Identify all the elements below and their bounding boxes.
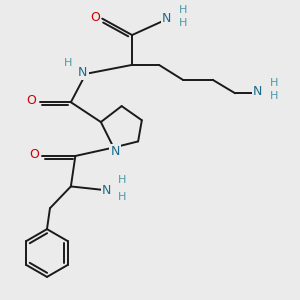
Text: O: O bbox=[90, 11, 100, 24]
Text: O: O bbox=[26, 94, 36, 107]
Text: O: O bbox=[29, 148, 39, 161]
Text: H: H bbox=[117, 175, 126, 185]
Text: H: H bbox=[179, 18, 188, 28]
Text: N: N bbox=[253, 85, 262, 98]
Text: H: H bbox=[117, 192, 126, 202]
Text: H: H bbox=[64, 58, 72, 68]
Text: N: N bbox=[162, 12, 171, 25]
Text: H: H bbox=[179, 5, 188, 15]
Text: H: H bbox=[270, 91, 279, 101]
Text: H: H bbox=[270, 78, 279, 88]
Text: N: N bbox=[78, 66, 88, 79]
Text: N: N bbox=[110, 145, 120, 158]
Text: N: N bbox=[102, 184, 111, 197]
